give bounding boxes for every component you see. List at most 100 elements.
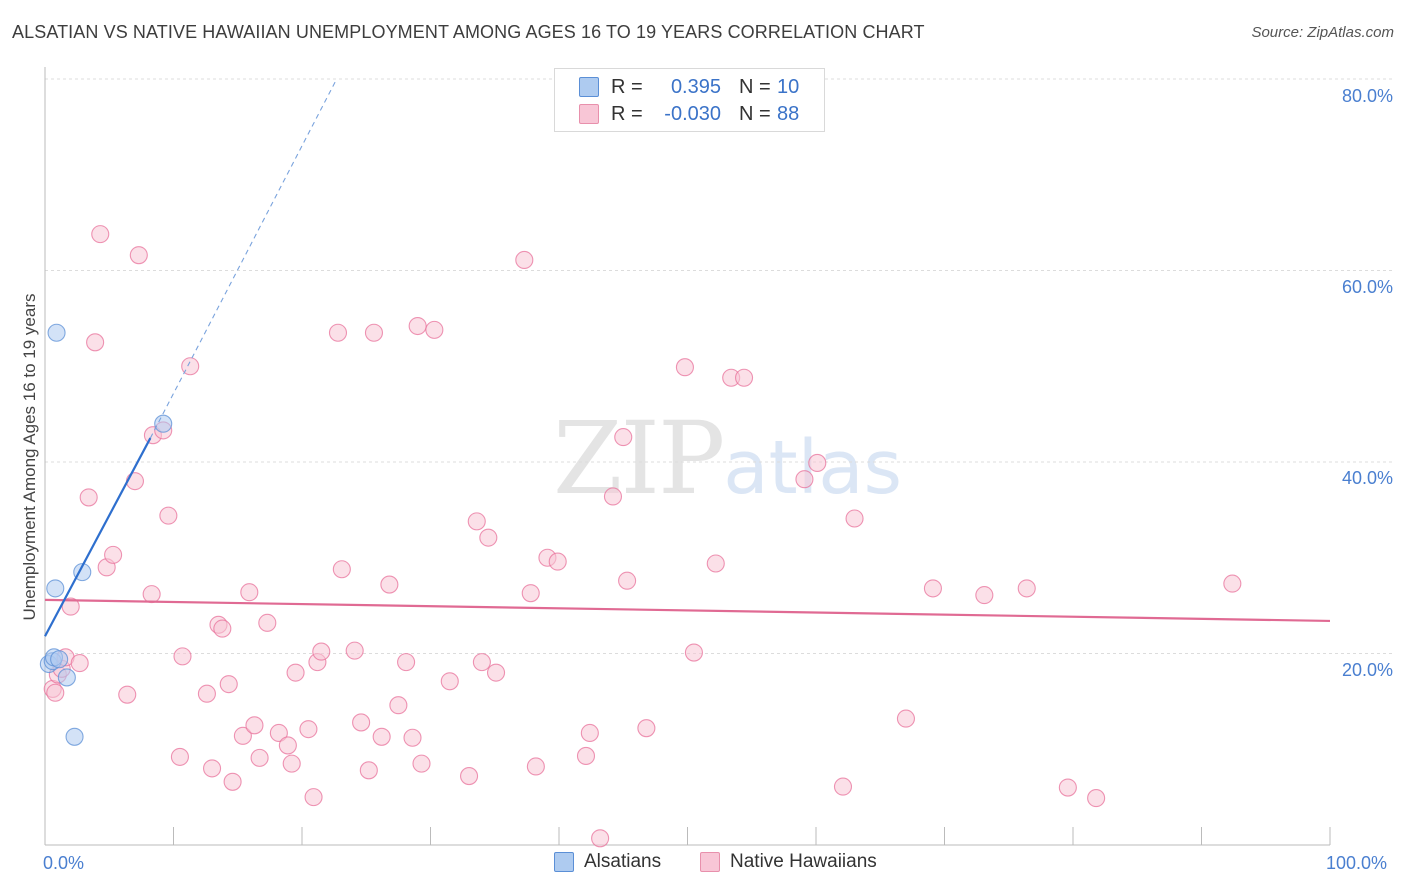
native-hawaiian-point-68 [591, 829, 610, 848]
series-legend: Alsatians Native Hawaiians [0, 851, 1406, 877]
native-hawaiian-point-12 [118, 685, 137, 704]
legend-r-label: R = [611, 102, 643, 125]
native-hawaiian-point-13 [129, 246, 148, 265]
series-legend-native-hawaiians[interactable]: Native Hawaiians [700, 851, 877, 873]
native-hawaiian-point-85 [1017, 579, 1036, 598]
native-hawaiian-point-19 [170, 747, 189, 766]
chart-title: ALSATIAN VS NATIVE HAWAIIAN UNEMPLOYMENT… [12, 22, 925, 42]
native-hawaiian-point-59 [479, 528, 498, 547]
y-tick-label-60: 60.0% [1341, 277, 1393, 297]
native-hawaiian-point-27 [223, 772, 242, 791]
alsatian-point-7 [65, 727, 84, 746]
native-hawaiian-point-31 [250, 748, 269, 767]
y-tick-label-80: 80.0% [1341, 86, 1393, 106]
native-hawaiian-point-1 [46, 683, 65, 702]
native-hawaiian-point-61 [515, 250, 534, 270]
native-hawaiian-point-45 [359, 761, 378, 780]
series-legend-label: Native Hawaiians [730, 851, 877, 872]
native-hawaiian-point-69 [603, 487, 623, 506]
native-hawaiian-point-88 [1223, 574, 1242, 593]
y-tick-label-20: 20.0% [1341, 660, 1393, 680]
native-hawaiian-point-66 [576, 746, 596, 766]
native-hawaiian-point-36 [286, 663, 305, 682]
native-hawaiian-point-15 [142, 585, 161, 604]
native-hawaiian-point-52 [408, 316, 427, 336]
native-hawaiian-point-43 [345, 641, 364, 660]
native-hawaiian-point-20 [173, 647, 192, 666]
native-hawaiian-point-74 [684, 643, 703, 662]
native-hawaiian-point-50 [397, 653, 416, 672]
alsatian-point-5 [50, 650, 69, 669]
native-hawaiian-point-6 [70, 654, 89, 673]
y-axis-label: Unemployment Among Ages 16 to 19 years [20, 293, 39, 621]
native-hawaiian-point-60 [486, 663, 506, 682]
series-legend-label: Alsatians [584, 851, 662, 872]
native-hawaiian-point-8 [86, 333, 105, 352]
native-hawaiian-point-71 [618, 571, 637, 590]
native-hawaiian-point-32 [258, 613, 277, 632]
native-hawaiian-point-86 [1058, 778, 1077, 797]
native-hawaiian-point-54 [425, 320, 444, 339]
native-hawaiian-point-75 [706, 554, 725, 573]
native-hawaiian-point-77 [734, 368, 754, 387]
native-hawaiian-point-49 [389, 696, 408, 715]
native-hawaiian-point-87 [1087, 789, 1106, 808]
native-hawaiian-point-70 [614, 428, 633, 447]
native-hawaiian-point-79 [808, 453, 827, 473]
native-hawaiian-point-38 [304, 788, 323, 807]
legend-n-label: N = [739, 75, 771, 98]
native-hawaiian-point-34 [278, 736, 297, 755]
x-tick-label-max: 100.0% [1326, 853, 1388, 873]
native-hawaiian-point-48 [380, 575, 399, 594]
native-hawaiian-point-5 [61, 597, 80, 616]
native-hawaiian-point-7 [79, 488, 98, 507]
native-hawaiian-point-58 [472, 653, 491, 672]
native-hawaiian-point-82 [896, 709, 916, 728]
x-tick-label-min: 0.0% [43, 853, 85, 873]
alsatian-point-3 [46, 579, 65, 598]
native-hawaiian-point-57 [467, 512, 486, 531]
native-hawaiian-point-46 [364, 323, 384, 342]
legend-n-label: N = [739, 102, 771, 125]
legend-swatch-pink [579, 104, 599, 124]
native-hawaiian-point-55 [440, 672, 459, 691]
native-hawaiian-point-83 [923, 579, 942, 598]
native-hawaiian-point-30 [245, 716, 264, 735]
series-legend-alsatians[interactable]: Alsatians [554, 851, 661, 873]
native-hawaiian-point-25 [213, 619, 232, 638]
native-hawaiian-point-47 [372, 727, 391, 746]
native-hawaiian-point-11 [104, 545, 123, 564]
native-hawaiian-point-78 [795, 470, 814, 489]
native-hawaiian-point-81 [845, 509, 864, 528]
native-hawaiian-point-56 [459, 767, 479, 786]
native-hawaiian-point-37 [299, 720, 318, 739]
alsatian-trend-extension [149, 78, 338, 439]
watermark-zip: ZIP [553, 400, 725, 517]
legend-r-value: -0.030 [664, 102, 721, 125]
native-hawaiian-point-63 [526, 757, 545, 776]
legend-r-label: R = [611, 75, 643, 98]
legend-row-alsatians: R = 0.395 N = 10 [579, 75, 799, 99]
native-hawaiian-point-18 [159, 506, 178, 525]
legend-n-value: 10 [777, 75, 800, 98]
native-hawaiian-point-41 [328, 323, 348, 342]
alsatian-point-4 [47, 323, 66, 342]
native-hawaiian-point-35 [282, 754, 301, 773]
y-tick-label-40: 40.0% [1341, 468, 1393, 488]
native-hawaiian-point-80 [833, 777, 853, 796]
legend-n-value: 88 [777, 102, 800, 125]
native-hawaiian-point-40 [312, 642, 331, 661]
native-hawaiian-point-67 [580, 723, 599, 743]
alsatian-point-9 [154, 414, 173, 433]
alsatian-trend-line [44, 437, 152, 637]
native-hawaiian-point-51 [403, 728, 422, 747]
native-hawaiian-point-62 [521, 584, 540, 603]
source-label: Source: ZipAtlas.com [1251, 24, 1394, 41]
native-hawaiian-point-29 [240, 583, 259, 602]
legend-r-value: 0.395 [670, 75, 721, 98]
series-swatch-pink [700, 852, 720, 872]
watermark: ZIPatlas [553, 400, 902, 517]
series-swatch-blue [554, 852, 574, 872]
stats-legend: R = 0.395 N = 10 R = -0.030 N = 88 [554, 68, 825, 132]
